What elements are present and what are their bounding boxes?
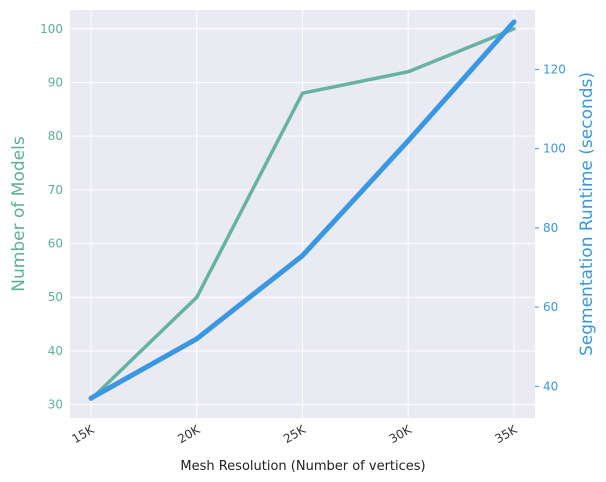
right-tick-label: 60 — [543, 300, 558, 314]
left-tick-label: 60 — [48, 237, 63, 251]
x-tick-label: 25K — [281, 422, 309, 446]
left-tick-label: 30 — [48, 398, 63, 412]
x-tick-label: 15K — [69, 422, 97, 446]
right-axis-ticks: 40 60 80 100 120 — [535, 62, 566, 393]
right-tick-label: 80 — [543, 221, 558, 235]
left-tick-label: 50 — [48, 290, 63, 304]
right-tick-label: 100 — [543, 142, 566, 156]
left-tick-label: 100 — [40, 22, 63, 36]
x-tick-label: 20K — [175, 422, 203, 446]
grid — [70, 10, 535, 418]
right-tick-label: 120 — [543, 62, 566, 76]
x-axis-label: Mesh Resolution (Number of vertices) — [180, 459, 425, 474]
x-axis-ticks: 15K 20K 25K 30K 35K — [69, 422, 520, 446]
left-axis-label: Number of Models — [9, 136, 29, 292]
left-tick-label: 40 — [48, 344, 63, 358]
x-tick-label: 35K — [492, 422, 520, 446]
series-layer — [88, 19, 517, 401]
right-tick-label: 40 — [543, 379, 558, 393]
left-axis-ticks: 30 40 50 60 70 80 90 100 — [40, 22, 63, 412]
left-tick-label: 90 — [48, 75, 63, 89]
x-tick-label: 30K — [387, 422, 415, 446]
left-tick-label: 70 — [48, 183, 63, 197]
right-axis-label: Segmentation Runtime (seconds) — [577, 72, 597, 356]
left-tick-label: 80 — [48, 129, 63, 143]
